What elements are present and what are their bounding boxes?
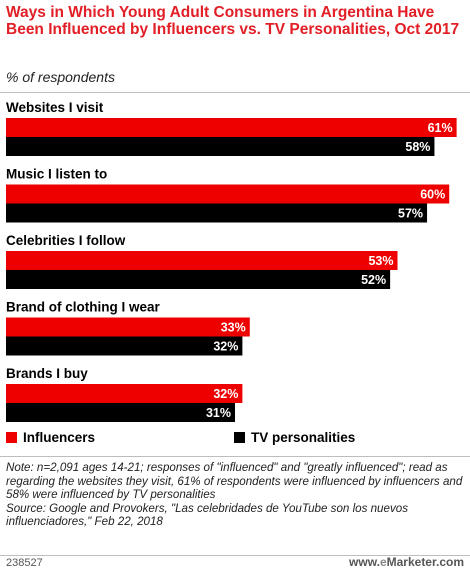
value-label-influencers-brands-i-buy: 32% bbox=[213, 387, 238, 401]
category-label-brands-i-buy: Brands I buy bbox=[6, 366, 88, 381]
brand-rest: Marketer.com bbox=[386, 555, 464, 569]
note-text: Note: n=2,091 ages 14-21; responses of "… bbox=[6, 461, 463, 502]
value-label-tv-personalities-websites-i-visit: 58% bbox=[405, 140, 430, 154]
legend-swatch-influencers bbox=[6, 432, 17, 443]
bottom-divider bbox=[0, 456, 470, 457]
source-text: Source: Google and Provokers, "Las celeb… bbox=[6, 501, 408, 529]
value-label-tv-personalities-celebrities-i-follow: 52% bbox=[361, 273, 386, 287]
bar-tv-personalities-music-i-listen-to bbox=[6, 203, 428, 223]
chart-id: 238527 bbox=[6, 557, 43, 569]
bar-influencers-celebrities-i-follow bbox=[6, 251, 398, 270]
bar-chart: Websites I visit 61% 58% Music I listen to 6… bbox=[6, 100, 457, 422]
brand-logo[interactable]: www.eMarketer.com bbox=[349, 555, 464, 569]
bar-tv-personalities-websites-i-visit bbox=[6, 137, 435, 156]
legend: Influencers TV personalities bbox=[6, 430, 466, 450]
value-label-influencers-websites-i-visit: 61% bbox=[428, 121, 453, 135]
chart-title: Ways in Which Young Adult Consumers in A… bbox=[6, 4, 460, 38]
bar-influencers-brands-i-buy bbox=[6, 384, 243, 403]
bar-influencers-music-i-listen-to bbox=[6, 184, 450, 204]
chart-subtitle: % of respondents bbox=[6, 69, 115, 85]
brand-e: e bbox=[379, 555, 387, 569]
value-label-tv-personalities-brands-i-buy: 31% bbox=[206, 406, 231, 420]
bar-influencers-websites-i-visit bbox=[6, 118, 457, 137]
legend-label-influencers: Influencers bbox=[23, 430, 96, 445]
category-label-brand-of-clothing-i-wear: Brand of clothing I wear bbox=[6, 300, 161, 315]
legend-label-tv: TV personalities bbox=[251, 430, 356, 445]
bar-tv-personalities-brand-of-clothing-i-wear bbox=[6, 336, 243, 356]
value-label-tv-personalities-music-i-listen-to: 57% bbox=[398, 207, 423, 221]
category-label-websites-i-visit: Websites I visit bbox=[6, 100, 104, 115]
value-label-influencers-music-i-listen-to: 60% bbox=[420, 188, 445, 202]
bar-influencers-brand-of-clothing-i-wear bbox=[6, 317, 250, 337]
value-label-influencers-celebrities-i-follow: 53% bbox=[368, 254, 393, 268]
top-divider bbox=[0, 92, 470, 93]
brand-prefix: www. bbox=[349, 555, 380, 569]
note-block: Note: n=2,091 ages 14-21; responses of "… bbox=[6, 461, 464, 529]
bar-tv-personalities-celebrities-i-follow bbox=[6, 270, 391, 289]
value-label-tv-personalities-brand-of-clothing-i-wear: 32% bbox=[213, 340, 238, 354]
legend-item-tv: TV personalities bbox=[234, 430, 355, 445]
footer-divider bbox=[0, 555, 470, 556]
category-label-music-i-listen-to: Music I listen to bbox=[6, 167, 107, 182]
legend-swatch-tv bbox=[234, 432, 245, 443]
category-label-celebrities-i-follow: Celebrities I follow bbox=[6, 233, 126, 248]
value-label-influencers-brand-of-clothing-i-wear: 33% bbox=[221, 321, 246, 335]
legend-item-influencers: Influencers bbox=[6, 430, 95, 445]
bar-tv-personalities-brands-i-buy bbox=[6, 403, 235, 422]
